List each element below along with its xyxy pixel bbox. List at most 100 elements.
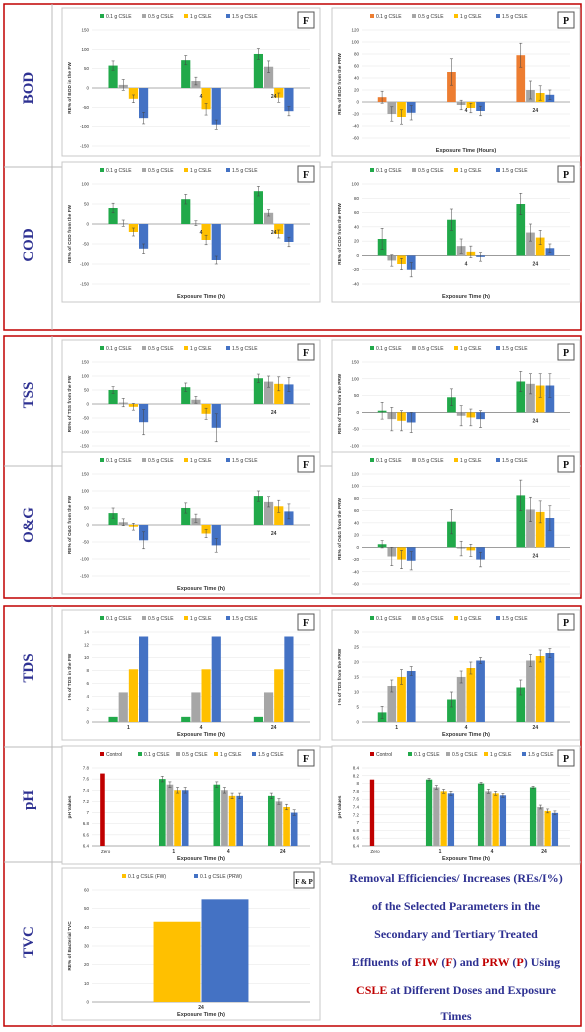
- y-tick-label: 0: [356, 253, 359, 258]
- bar-ph_f-s3-c0: [181, 790, 189, 846]
- legend-swatch: [412, 168, 416, 172]
- bar-tds_p-s1-c0: [387, 686, 397, 722]
- caption-span: F: [445, 955, 452, 969]
- panel-badge: F: [303, 460, 309, 471]
- y-tick-label: -50: [82, 105, 89, 110]
- legend-entry: 1.5 g CSLE: [502, 616, 528, 622]
- bar-cod_f-s0-c1: [181, 199, 191, 224]
- legend-swatch: [370, 168, 374, 172]
- legend-entry: 1.5 g CSLE: [528, 752, 554, 758]
- bar-bod_p-s0-c1: [447, 72, 456, 102]
- y-tick-label: -60: [352, 136, 359, 141]
- y-tick-label: -150: [80, 574, 90, 579]
- bar-bod_f-s1-c2: [263, 66, 274, 88]
- legend-swatch: [122, 874, 126, 878]
- x-axis-label: Exposure Time (Hours): [436, 148, 497, 154]
- caption-span: FIW: [415, 955, 439, 969]
- y-tick-label: 5: [356, 705, 359, 710]
- x-category-label: 4: [465, 261, 468, 267]
- y-tick-label: 7.8: [353, 789, 360, 794]
- y-tick-label: 4: [86, 694, 89, 699]
- y-tick-label: 20: [354, 660, 360, 665]
- y-tick-label: 150: [81, 28, 89, 33]
- y-tick-label: 30: [84, 944, 90, 949]
- bar-tds_p-s2-c1: [466, 668, 476, 722]
- y-tick-label: 50: [84, 388, 90, 393]
- y-tick-label: 100: [81, 374, 89, 379]
- bar-tds_p-s3-c2: [545, 653, 555, 722]
- row-label-6: TVC: [21, 926, 37, 958]
- legend-entry: 1.5 g CSLE: [258, 752, 284, 758]
- legend-entry: 1 g CSLE: [460, 168, 482, 174]
- x-category-label: 4: [465, 108, 468, 114]
- y-tick-label: -50: [82, 242, 89, 247]
- legend-swatch: [408, 752, 412, 756]
- bar-cod_f-s2-c1: [201, 224, 211, 240]
- panel-badge-box: [293, 871, 315, 889]
- y-tick-label: -40: [352, 282, 359, 287]
- panel-badge: P: [563, 460, 569, 471]
- x-category-label: 24: [271, 410, 277, 416]
- bar-ph_p-s0-c0: [425, 779, 433, 846]
- x-axis-label: Exposure Time (h): [177, 586, 225, 592]
- chart-tds_f: 0.1 g CSLE 0.5 g CSLE 1 g CSLE 1.5 g CSLE F 1…: [61, 609, 321, 741]
- y-axis-label: pH Values: [67, 795, 73, 818]
- figure-caption: Removal Efficiencies/ Increases (REs/I%)…: [349, 871, 562, 1023]
- bar-og_f-s1-c2: [263, 501, 274, 525]
- bar-ph_p-s3-c1: [499, 795, 507, 846]
- y-tick-label: -50: [82, 540, 89, 545]
- legend-swatch: [412, 458, 416, 462]
- legend-swatch: [184, 14, 188, 18]
- bar-tss_f-s3-c2: [284, 384, 294, 404]
- bar-cod_p-s2-c2: [535, 237, 545, 256]
- y-axis-label: RE% of TSS from the FW: [67, 375, 73, 432]
- y-tick-label: 20: [354, 88, 360, 93]
- legend-entry: 0.5 g CSLE: [148, 14, 174, 20]
- group-frame-tds-ph-tvc: [3, 605, 582, 1027]
- y-tick-label: 12: [84, 642, 90, 647]
- y-tick-label: 40: [354, 224, 360, 229]
- bar-tds_p-s2-c2: [535, 656, 545, 722]
- y-tick-label: 40: [354, 520, 360, 525]
- legend-entry: 0.5 g CSLE: [452, 752, 478, 758]
- legend-entry: 0.1 g CSLE: [376, 458, 402, 464]
- legend-swatch: [454, 346, 458, 350]
- legend-swatch: [184, 458, 188, 462]
- legend-entry: 1.5 g CSLE: [232, 346, 258, 352]
- x-axis-label: Exposure Time (h): [442, 856, 490, 862]
- legend-swatch: [454, 14, 458, 18]
- y-tick-label: 15: [354, 675, 360, 680]
- bar-bod_p-s2-c0: [397, 102, 406, 117]
- y-tick-label: 100: [351, 40, 359, 45]
- x-axis-label: Exposure Time (h): [177, 732, 225, 738]
- chart-bod_p: 0.1 g CSLE 0.5 g CSLE 1 g CSLE 1.5 g CSLE P 1…: [331, 7, 581, 157]
- y-axis-label: RE% of BOD in the FW: [67, 62, 73, 114]
- bar-og_p-s1-c2: [526, 509, 535, 548]
- y-axis-label: RE% of O&G from the PRW: [337, 498, 343, 560]
- legend-swatch: [496, 168, 500, 172]
- bar-bod_f-s0-c0: [108, 65, 118, 88]
- caption-span: P: [516, 955, 523, 969]
- caption-line-4: Effluents of FIW (F) and PRW (P) Using: [352, 955, 560, 969]
- legend-swatch: [100, 346, 104, 350]
- bar-tvc-s0-c0: [153, 921, 201, 1002]
- bar-ph_f-s3-c2: [290, 812, 298, 846]
- legend-swatch: [184, 616, 188, 620]
- panel-badge: P: [563, 16, 569, 27]
- legend-swatch: [454, 458, 458, 462]
- x-category-label: 24: [271, 531, 277, 537]
- legend-entry: 1 g CSLE: [190, 14, 212, 20]
- caption-span: Effluents of: [352, 955, 415, 969]
- y-tick-label: 0: [86, 86, 89, 91]
- bar-ph_p-s2-c1: [492, 793, 499, 846]
- legend-entry: 0.1 g CSLE: [376, 168, 402, 174]
- y-tick-label: 50: [84, 906, 90, 911]
- x-category-label: 24: [541, 849, 547, 855]
- legend-entry: 1 g CSLE: [460, 616, 482, 622]
- bar-tds_p-s3-c1: [476, 660, 485, 722]
- bar-og_p-s0-c2: [516, 495, 526, 548]
- bar-bod_f-s3-c1: [211, 88, 221, 125]
- bar-tds_f-s1-c0: [118, 692, 128, 722]
- x-category-label: 24: [533, 418, 539, 424]
- legend-swatch: [496, 346, 500, 350]
